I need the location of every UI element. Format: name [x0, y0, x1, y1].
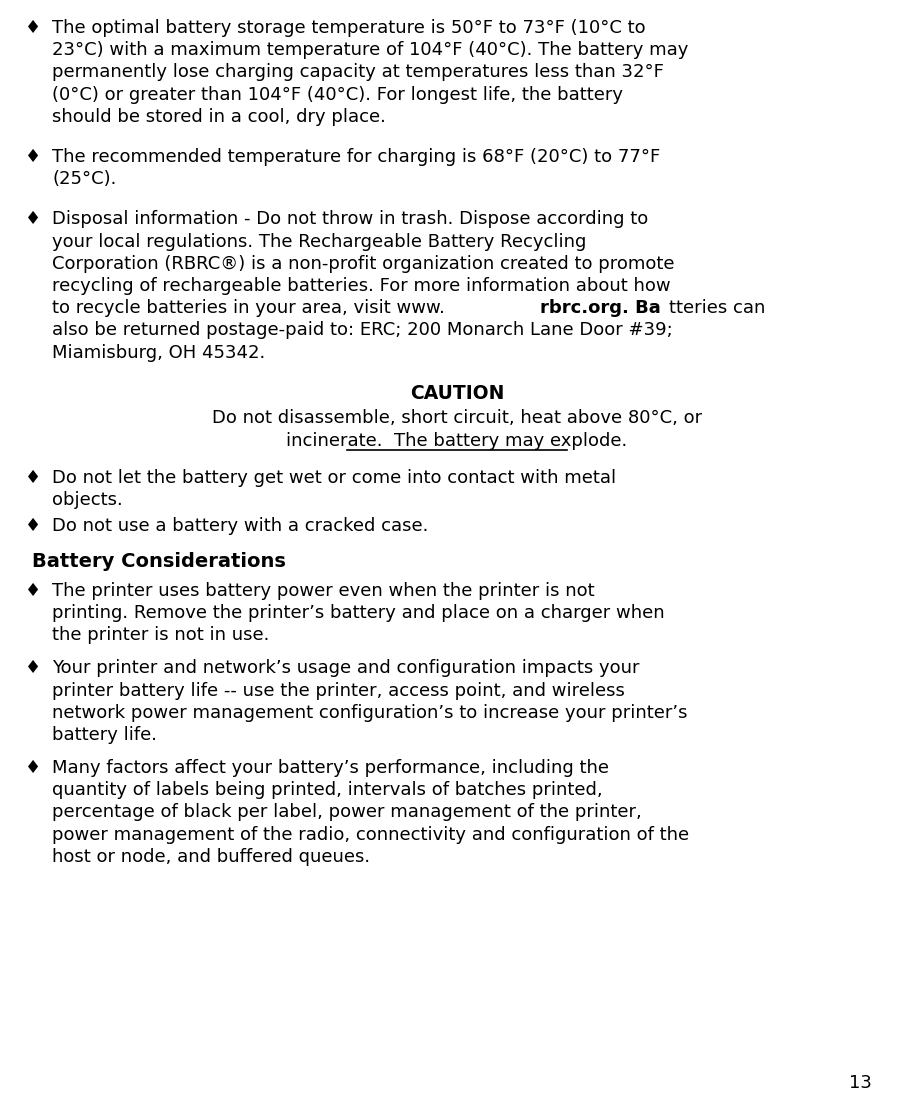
- Text: 23°C) with a maximum temperature of 104°F (40°C). The battery may: 23°C) with a maximum temperature of 104°…: [52, 41, 689, 59]
- Text: ♦: ♦: [25, 582, 41, 600]
- Text: Many factors affect your battery’s performance, including the: Many factors affect your battery’s perfo…: [52, 759, 609, 777]
- Text: ♦: ♦: [25, 210, 41, 228]
- Text: battery life.: battery life.: [52, 726, 157, 744]
- Text: (25°C).: (25°C).: [52, 170, 117, 188]
- Text: should be stored in a cool, dry place.: should be stored in a cool, dry place.: [52, 107, 386, 126]
- Text: rbrc.org. Ba: rbrc.org. Ba: [540, 299, 660, 318]
- Text: recycling of rechargeable batteries. For more information about how: recycling of rechargeable batteries. For…: [52, 277, 671, 294]
- Text: Do not use a battery with a cracked case.: Do not use a battery with a cracked case…: [52, 517, 428, 536]
- Text: Corporation (RBRC®) is a non-profit organization created to promote: Corporation (RBRC®) is a non-profit orga…: [52, 255, 674, 272]
- Text: host or node, and buffered queues.: host or node, and buffered queues.: [52, 848, 370, 866]
- Text: Do not let the battery get wet or come into contact with metal: Do not let the battery get wet or come i…: [52, 469, 616, 487]
- Text: to recycle batteries in your area, visit www.: to recycle batteries in your area, visit…: [52, 299, 445, 318]
- Text: percentage of black per label, power management of the printer,: percentage of black per label, power man…: [52, 804, 642, 821]
- Text: printing. Remove the printer’s battery and place on a charger when: printing. Remove the printer’s battery a…: [52, 604, 665, 622]
- Text: Do not disassemble, short circuit, heat above 80°C, or: Do not disassemble, short circuit, heat …: [212, 410, 702, 427]
- Text: Miamisburg, OH 45342.: Miamisburg, OH 45342.: [52, 343, 265, 362]
- Text: quantity of labels being printed, intervals of batches printed,: quantity of labels being printed, interv…: [52, 782, 603, 799]
- Text: objects.: objects.: [52, 492, 123, 509]
- Text: ♦: ♦: [25, 660, 41, 677]
- Text: printer battery life -- use the printer, access point, and wireless: printer battery life -- use the printer,…: [52, 682, 625, 700]
- Text: The printer uses battery power even when the printer is not: The printer uses battery power even when…: [52, 582, 594, 600]
- Text: The recommended temperature for charging is 68°F (20°C) to 77°F: The recommended temperature for charging…: [52, 148, 660, 166]
- Text: power management of the radio, connectivity and configuration of the: power management of the radio, connectiv…: [52, 826, 689, 844]
- Text: ♦: ♦: [25, 469, 41, 487]
- Text: ♦: ♦: [25, 517, 41, 536]
- Text: ♦: ♦: [25, 759, 41, 777]
- Text: 13: 13: [850, 1074, 872, 1092]
- Text: your local regulations. The Rechargeable Battery Recycling: your local regulations. The Rechargeable…: [52, 232, 586, 250]
- Text: (0°C) or greater than 104°F (40°C). For longest life, the battery: (0°C) or greater than 104°F (40°C). For …: [52, 85, 623, 104]
- Text: CAUTION: CAUTION: [409, 384, 504, 403]
- Text: permanently lose charging capacity at temperatures less than 32°F: permanently lose charging capacity at te…: [52, 63, 664, 82]
- Text: ♦: ♦: [25, 19, 41, 37]
- Text: Your printer and network’s usage and configuration impacts your: Your printer and network’s usage and con…: [52, 660, 639, 677]
- Text: The optimal battery storage temperature is 50°F to 73°F (10°C to: The optimal battery storage temperature …: [52, 19, 646, 37]
- Text: ♦: ♦: [25, 148, 41, 166]
- Text: network power management configuration’s to increase your printer’s: network power management configuration’s…: [52, 704, 688, 722]
- Text: also be returned postage-paid to: ERC; 200 Monarch Lane Door #39;: also be returned postage-paid to: ERC; 2…: [52, 321, 673, 340]
- Text: tteries can: tteries can: [670, 299, 766, 318]
- Text: Battery Considerations: Battery Considerations: [32, 552, 286, 571]
- Text: the printer is not in use.: the printer is not in use.: [52, 627, 269, 644]
- Text: incinerate.  The battery may explode.: incinerate. The battery may explode.: [286, 432, 628, 449]
- Text: Disposal information - Do not throw in trash. Dispose according to: Disposal information - Do not throw in t…: [52, 210, 648, 228]
